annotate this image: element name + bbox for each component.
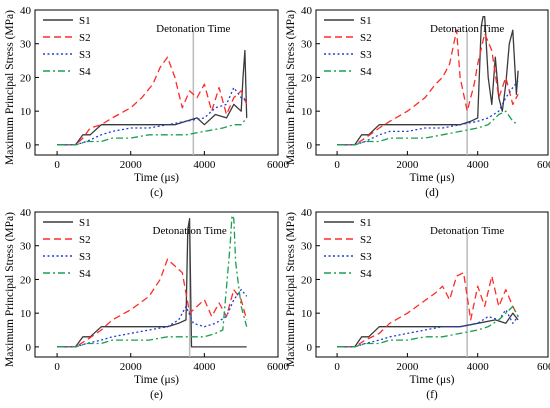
plot-frame xyxy=(34,211,279,358)
y-tick-label: 30 xyxy=(20,241,32,253)
y-tick-label: 10 xyxy=(301,106,313,118)
y-tick-label: 40 xyxy=(301,207,313,219)
plot-frame xyxy=(34,9,279,156)
x-axis-label: Time (μs) xyxy=(134,172,179,184)
legend-label-S3: S3 xyxy=(360,251,372,263)
x-tick-label: 0 xyxy=(334,361,340,373)
legend-label-S1: S1 xyxy=(360,15,372,27)
x-tick-label: 2000 xyxy=(120,159,143,171)
x-axis-label: Time (μs) xyxy=(409,172,454,184)
plot-frame xyxy=(315,9,549,156)
series-line-S4 xyxy=(337,305,519,348)
x-tick-label: 4000 xyxy=(193,159,216,171)
panel-label: (f) xyxy=(426,389,438,401)
series-line-S3 xyxy=(337,309,519,348)
legend-label-S2: S2 xyxy=(360,234,372,246)
x-tick-label: 2000 xyxy=(120,361,143,373)
legend-label-S4: S4 xyxy=(360,66,372,78)
legend-label-S3: S3 xyxy=(79,49,91,61)
x-tick-label: 0 xyxy=(54,159,60,171)
y-axis-label: Maximum Principal Stress (MPa) xyxy=(285,10,297,165)
y-tick-label: 0 xyxy=(26,342,32,354)
y-tick-label: 30 xyxy=(20,39,32,51)
chart-panel-3: 0 2000 4000 6000 0 10 20 30 40 Time (μs) Maximum P… xyxy=(285,207,550,401)
y-axis-label: Maximum Principal Stress (MPa) xyxy=(4,212,16,367)
y-axis-label: Maximum Principal Stress (MPa) xyxy=(285,212,297,367)
series-line-S4 xyxy=(57,117,248,146)
y-tick-label: 0 xyxy=(26,140,32,152)
series-line-S2 xyxy=(57,258,248,348)
y-tick-label: 10 xyxy=(301,308,313,320)
chart-panel-2: 0 2000 4000 6000 0 10 20 30 40 Time (μs) Maximum P… xyxy=(4,207,290,401)
y-tick-label: 40 xyxy=(301,5,313,17)
legend-label-S2: S2 xyxy=(79,234,91,246)
chart-panel-1: 0 2000 4000 6000 0 10 20 30 40 Time (μs) Maximum P… xyxy=(285,5,550,199)
x-tick-label: 6000 xyxy=(537,159,550,171)
y-tick-label: 30 xyxy=(301,241,313,253)
y-tick-label: 30 xyxy=(301,39,313,51)
y-tick-label: 0 xyxy=(307,140,313,152)
panel-label: (c) xyxy=(150,187,163,199)
x-tick-label: 0 xyxy=(54,361,60,373)
x-tick-label: 4000 xyxy=(467,361,490,373)
y-tick-label: 20 xyxy=(301,72,313,84)
x-tick-label: 2000 xyxy=(396,159,419,171)
y-axis-label: Maximum Principal Stress (MPa) xyxy=(4,10,16,165)
annotation-detonation-time: Detonation Time xyxy=(430,23,504,35)
series-line-S1 xyxy=(57,49,248,146)
x-tick-label: 4000 xyxy=(193,361,216,373)
y-tick-label: 10 xyxy=(20,308,32,320)
plot-frame xyxy=(315,211,549,358)
series-line-S2 xyxy=(57,56,248,146)
y-tick-label: 10 xyxy=(20,106,32,118)
x-tick-label: 2000 xyxy=(396,361,419,373)
y-tick-label: 20 xyxy=(301,274,313,286)
legend-label-S3: S3 xyxy=(79,251,91,263)
legend-label-S1: S1 xyxy=(360,217,372,229)
annotation-detonation-time: Detonation Time xyxy=(156,23,230,35)
x-axis-label: Time (μs) xyxy=(409,374,454,386)
x-tick-label: 6000 xyxy=(267,361,290,373)
legend-label-S2: S2 xyxy=(79,32,91,44)
y-tick-label: 40 xyxy=(20,5,32,17)
series-line-S2 xyxy=(337,29,519,146)
y-tick-label: 40 xyxy=(20,207,32,219)
chart-panel-0: 0 2000 4000 6000 0 10 20 30 40 Time (μs) Maximum P… xyxy=(4,5,290,199)
legend-label-S1: S1 xyxy=(79,217,91,229)
x-axis-label: Time (μs) xyxy=(134,374,179,386)
y-tick-label: 20 xyxy=(20,274,32,286)
x-tick-label: 4000 xyxy=(467,159,490,171)
panel-label: (e) xyxy=(150,389,163,401)
legend-label-S3: S3 xyxy=(360,49,372,61)
y-tick-label: 20 xyxy=(20,72,32,84)
annotation-detonation-time: Detonation Time xyxy=(430,225,504,237)
series-line-S3 xyxy=(57,86,248,146)
legend-label-S4: S4 xyxy=(79,268,91,280)
series-line-S3 xyxy=(337,80,519,146)
legend-label-S2: S2 xyxy=(360,32,372,44)
series-line-S1 xyxy=(337,16,519,146)
annotation-detonation-time: Detonation Time xyxy=(153,225,227,237)
x-tick-label: 6000 xyxy=(537,361,550,373)
series-line-S4 xyxy=(57,214,248,348)
series-line-S4 xyxy=(337,110,519,146)
x-tick-label: 0 xyxy=(334,159,340,171)
series-line-S1 xyxy=(337,312,519,348)
x-tick-label: 6000 xyxy=(267,159,290,171)
legend-label-S4: S4 xyxy=(79,66,91,78)
legend-label-S1: S1 xyxy=(79,15,91,27)
series-line-S2 xyxy=(337,272,519,348)
legend-label-S4: S4 xyxy=(360,268,372,280)
panel-label: (d) xyxy=(425,187,439,199)
series-line-S3 xyxy=(57,288,248,348)
y-tick-label: 0 xyxy=(307,342,313,354)
